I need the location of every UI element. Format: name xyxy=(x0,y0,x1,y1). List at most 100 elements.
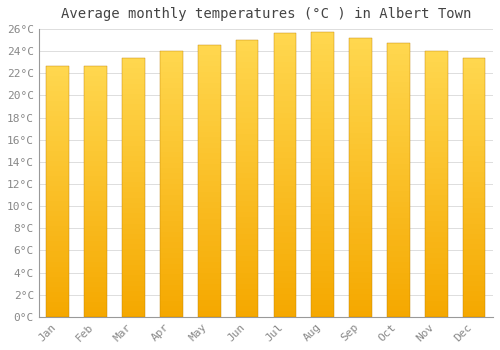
Bar xyxy=(312,169,334,175)
Bar xyxy=(122,307,145,312)
Bar xyxy=(84,106,107,111)
Bar xyxy=(312,311,334,317)
Bar xyxy=(274,84,296,90)
Bar xyxy=(349,116,372,121)
Bar xyxy=(349,43,372,49)
Bar xyxy=(349,99,372,105)
Bar xyxy=(274,34,296,39)
Bar xyxy=(425,243,448,248)
Bar xyxy=(122,250,145,255)
Bar xyxy=(274,187,296,192)
Bar xyxy=(236,234,258,239)
Bar xyxy=(349,216,372,222)
Bar xyxy=(46,307,69,312)
Bar xyxy=(349,289,372,294)
Title: Average monthly temperatures (°C ) in Albert Town: Average monthly temperatures (°C ) in Al… xyxy=(60,7,471,21)
Bar xyxy=(46,91,69,96)
Bar xyxy=(463,224,485,229)
Bar xyxy=(198,142,220,148)
Bar xyxy=(463,255,485,260)
Bar xyxy=(122,110,145,115)
Bar xyxy=(387,180,410,186)
Bar xyxy=(425,280,448,285)
Bar xyxy=(122,84,145,89)
Bar xyxy=(312,226,334,231)
Bar xyxy=(274,135,296,141)
Bar xyxy=(274,237,296,243)
Bar xyxy=(84,111,107,116)
Bar xyxy=(236,206,258,212)
Bar xyxy=(236,62,258,68)
Bar xyxy=(122,120,145,125)
Bar xyxy=(84,297,107,302)
Bar xyxy=(198,93,220,99)
Bar xyxy=(46,282,69,287)
Bar xyxy=(274,68,296,73)
Bar xyxy=(463,213,485,218)
Bar xyxy=(46,65,69,317)
Bar xyxy=(198,208,220,213)
Bar xyxy=(463,286,485,291)
Bar xyxy=(425,258,448,264)
Bar xyxy=(236,40,258,317)
Bar xyxy=(387,169,410,175)
Bar xyxy=(236,79,258,84)
Bar xyxy=(236,195,258,201)
Bar xyxy=(84,151,107,156)
Bar xyxy=(46,166,69,171)
Bar xyxy=(84,206,107,211)
Bar xyxy=(198,284,220,289)
Bar xyxy=(198,230,220,235)
Bar xyxy=(425,205,448,211)
Bar xyxy=(198,88,220,93)
Bar xyxy=(387,54,410,60)
Bar xyxy=(198,300,220,306)
Bar xyxy=(274,192,296,198)
Bar xyxy=(46,141,69,146)
Bar xyxy=(387,43,410,317)
Bar xyxy=(312,294,334,300)
Bar xyxy=(46,216,69,221)
Bar xyxy=(387,191,410,197)
Bar xyxy=(46,181,69,186)
Bar xyxy=(312,44,334,49)
Bar xyxy=(84,141,107,146)
Bar xyxy=(425,141,448,147)
Bar xyxy=(46,211,69,216)
Bar xyxy=(236,311,258,317)
Bar xyxy=(425,274,448,280)
Bar xyxy=(46,246,69,252)
Bar xyxy=(84,312,107,317)
Bar xyxy=(46,146,69,151)
Bar xyxy=(160,173,182,179)
Bar xyxy=(463,89,485,94)
Bar xyxy=(312,215,334,220)
Bar xyxy=(274,45,296,50)
Bar xyxy=(236,223,258,228)
Bar xyxy=(84,236,107,242)
Bar xyxy=(84,171,107,176)
Bar xyxy=(463,68,485,74)
Bar xyxy=(236,57,258,62)
Bar xyxy=(463,203,485,208)
Bar xyxy=(387,224,410,229)
Bar xyxy=(312,112,334,118)
Bar xyxy=(274,198,296,203)
Bar xyxy=(274,203,296,209)
Bar xyxy=(425,179,448,184)
Bar xyxy=(236,140,258,145)
Bar xyxy=(463,182,485,187)
Bar xyxy=(84,267,107,272)
Bar xyxy=(160,280,182,285)
Bar xyxy=(425,51,448,317)
Bar xyxy=(387,109,410,114)
Bar xyxy=(463,115,485,120)
Bar xyxy=(463,110,485,115)
Bar xyxy=(236,129,258,134)
Bar xyxy=(46,96,69,101)
Bar xyxy=(463,275,485,281)
Bar xyxy=(312,38,334,44)
Bar xyxy=(122,234,145,239)
Bar xyxy=(463,58,485,63)
Bar xyxy=(463,161,485,167)
